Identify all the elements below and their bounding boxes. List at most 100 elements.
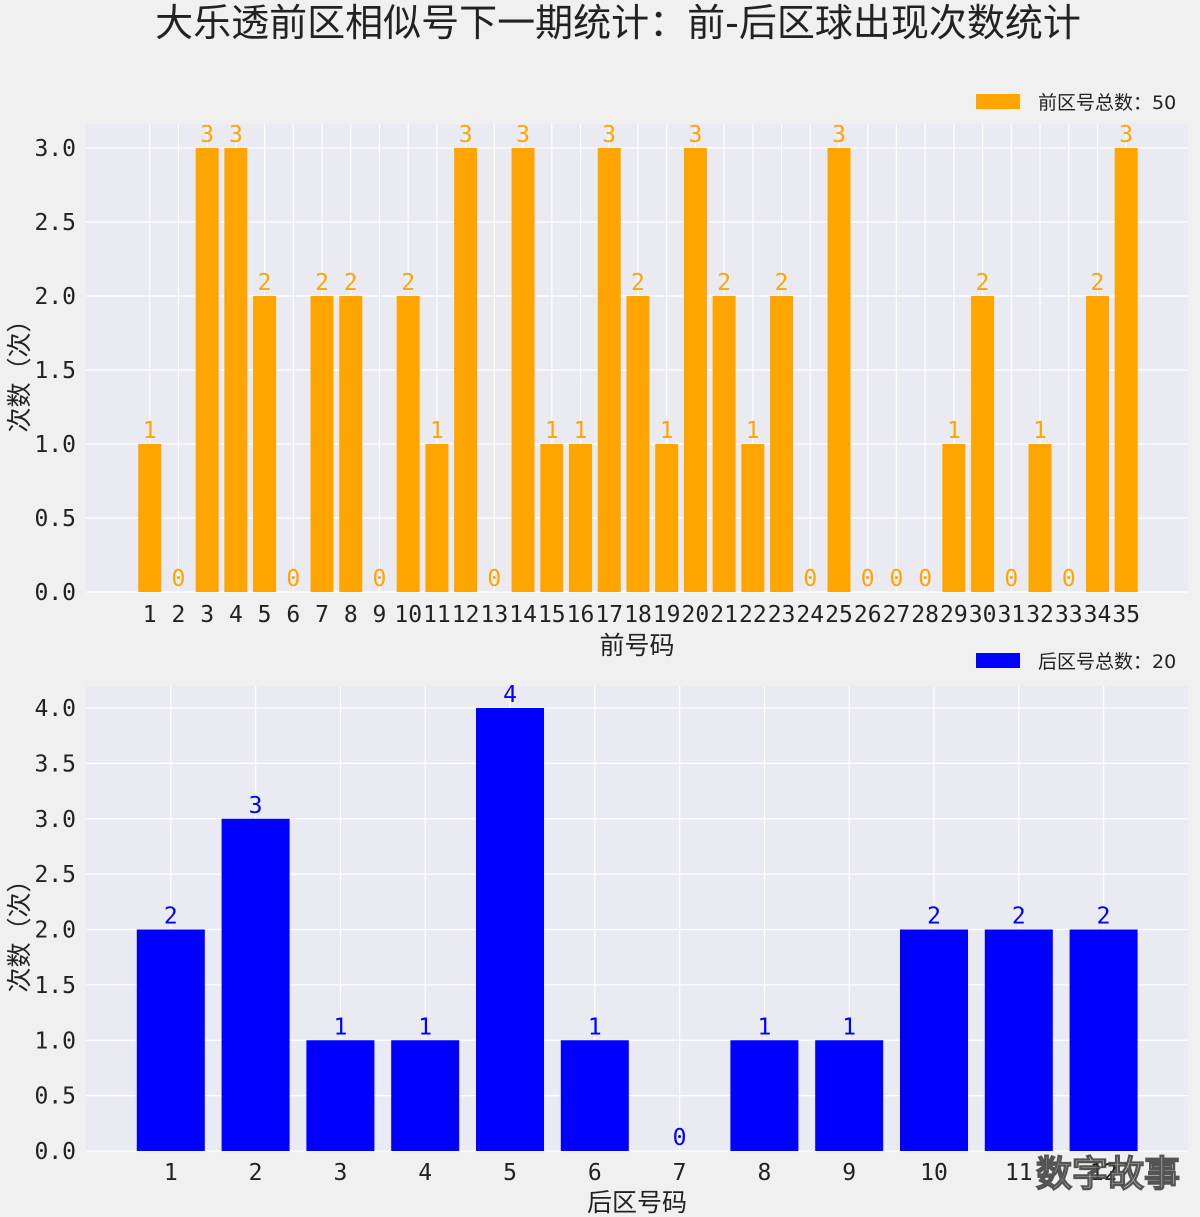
y-tick-label: 2.5 [34, 862, 76, 888]
x-tick-label: 7 [315, 602, 329, 628]
back-bars: 2 3 1 1 4 1 0 1 1 2 2 2 [136, 682, 1138, 1151]
x-tick-label: 1 [143, 602, 157, 628]
bar [770, 296, 794, 592]
bar-data-label: 1 [746, 418, 760, 444]
bar [1114, 148, 1138, 592]
bar [396, 296, 420, 592]
y-tick-label: 0.5 [34, 506, 76, 532]
bar [655, 444, 679, 592]
x-tick-label: 21 [710, 602, 738, 628]
x-tick-label: 24 [796, 602, 824, 628]
bar [626, 296, 650, 592]
bar-data-label: 0 [803, 566, 817, 592]
x-tick-label: 33 [1055, 602, 1083, 628]
y-tick-label: 0.0 [34, 580, 76, 606]
x-tick-label: 8 [344, 602, 358, 628]
back-x-axis-label: 后区号码 [587, 1188, 687, 1217]
back-legend: 后区号总数：20 [976, 651, 1176, 673]
x-tick-label: 3 [333, 1160, 347, 1186]
y-tick-label: 3.0 [34, 807, 76, 833]
bar [138, 444, 162, 592]
front-y-axis-label: 次数（次） [5, 307, 34, 432]
x-tick-label: 34 [1084, 602, 1112, 628]
x-tick-label: 16 [567, 602, 595, 628]
bar-data-label: 2 [401, 270, 415, 296]
back-legend-swatch [976, 653, 1020, 668]
bar-data-label: 1 [545, 418, 559, 444]
bar-data-label: 2 [344, 270, 358, 296]
y-tick-label: 2.0 [34, 284, 76, 310]
x-tick-label: 18 [624, 602, 652, 628]
bar [900, 929, 968, 1151]
y-tick-label: 1.5 [34, 973, 76, 999]
bar-data-label: 2 [164, 904, 178, 930]
y-tick-label: 2.0 [34, 918, 76, 944]
bar [730, 1040, 799, 1151]
bar-data-label: 2 [631, 270, 645, 296]
bar [339, 296, 363, 592]
x-tick-label: 19 [653, 602, 681, 628]
bar-data-label: 1 [430, 418, 444, 444]
bar-data-label: 0 [1062, 566, 1076, 592]
x-tick-label: 2 [172, 602, 186, 628]
x-tick-label: 22 [739, 602, 767, 628]
bar-data-label: 2 [927, 904, 941, 930]
x-tick-label: 20 [682, 602, 710, 628]
y-tick-label: 0.5 [34, 1084, 76, 1110]
bar-data-label: 3 [1119, 122, 1133, 148]
bar-data-label: 3 [200, 122, 214, 148]
bar [984, 929, 1053, 1151]
x-tick-label: 12 [1090, 1160, 1118, 1186]
bar-data-label: 3 [832, 122, 846, 148]
bar-data-label: 1 [1033, 418, 1047, 444]
bar-data-label: 3 [229, 122, 243, 148]
bar-data-label: 1 [574, 418, 588, 444]
x-tick-label: 30 [969, 602, 997, 628]
bar [221, 818, 290, 1151]
bar-data-label: 0 [890, 566, 904, 592]
bar-data-label: 2 [315, 270, 329, 296]
x-tick-label: 13 [481, 602, 509, 628]
x-tick-label: 2 [249, 1160, 263, 1186]
y-tick-label: 3.5 [34, 751, 76, 777]
bar-data-label: 1 [757, 1014, 771, 1040]
front-legend-label: 前区号总数：50 [1038, 92, 1176, 114]
bar-data-label: 1 [333, 1014, 347, 1040]
bar-data-label: 0 [861, 566, 875, 592]
x-tick-label: 9 [842, 1160, 856, 1186]
y-tick-label: 1.0 [34, 1028, 76, 1054]
back-legend-label: 后区号总数：20 [1038, 651, 1176, 673]
bar-data-label: 0 [673, 1125, 687, 1151]
bar-data-label: 1 [947, 418, 961, 444]
x-tick-label: 5 [258, 602, 272, 628]
bar [827, 148, 851, 592]
x-tick-label: 27 [883, 602, 911, 628]
bar [253, 296, 277, 592]
bar-data-label: 1 [842, 1014, 856, 1040]
bar [306, 1040, 375, 1151]
x-tick-label: 35 [1112, 602, 1140, 628]
x-tick-label: 15 [538, 602, 566, 628]
back-x-ticks: 1 2 3 4 5 6 7 8 9 10 11 12 [164, 1160, 1118, 1186]
bar-data-label: 1 [588, 1014, 602, 1040]
front-legend-swatch [976, 94, 1020, 109]
bar-data-label: 2 [1012, 904, 1026, 930]
x-tick-label: 29 [940, 602, 968, 628]
back-y-ticks: 0.0 0.5 1.0 1.5 2.0 2.5 3.0 3.5 4.0 [34, 696, 76, 1165]
figure-title: 大乐透前区相似号下一期统计：前-后区球出现次数统计 [155, 1, 1081, 45]
bar [425, 444, 449, 592]
bar [569, 444, 593, 592]
bar-data-label: 3 [249, 793, 263, 819]
x-tick-label: 9 [373, 602, 387, 628]
x-tick-label: 4 [418, 1160, 432, 1186]
x-tick-label: 10 [920, 1160, 948, 1186]
front-legend: 前区号总数：50 [976, 92, 1176, 114]
bar-data-label: 2 [976, 270, 990, 296]
x-tick-label: 10 [394, 602, 422, 628]
bar-data-label: 2 [717, 270, 731, 296]
bar-data-label: 2 [258, 270, 272, 296]
bar [741, 444, 765, 592]
y-tick-label: 4.0 [34, 696, 76, 722]
